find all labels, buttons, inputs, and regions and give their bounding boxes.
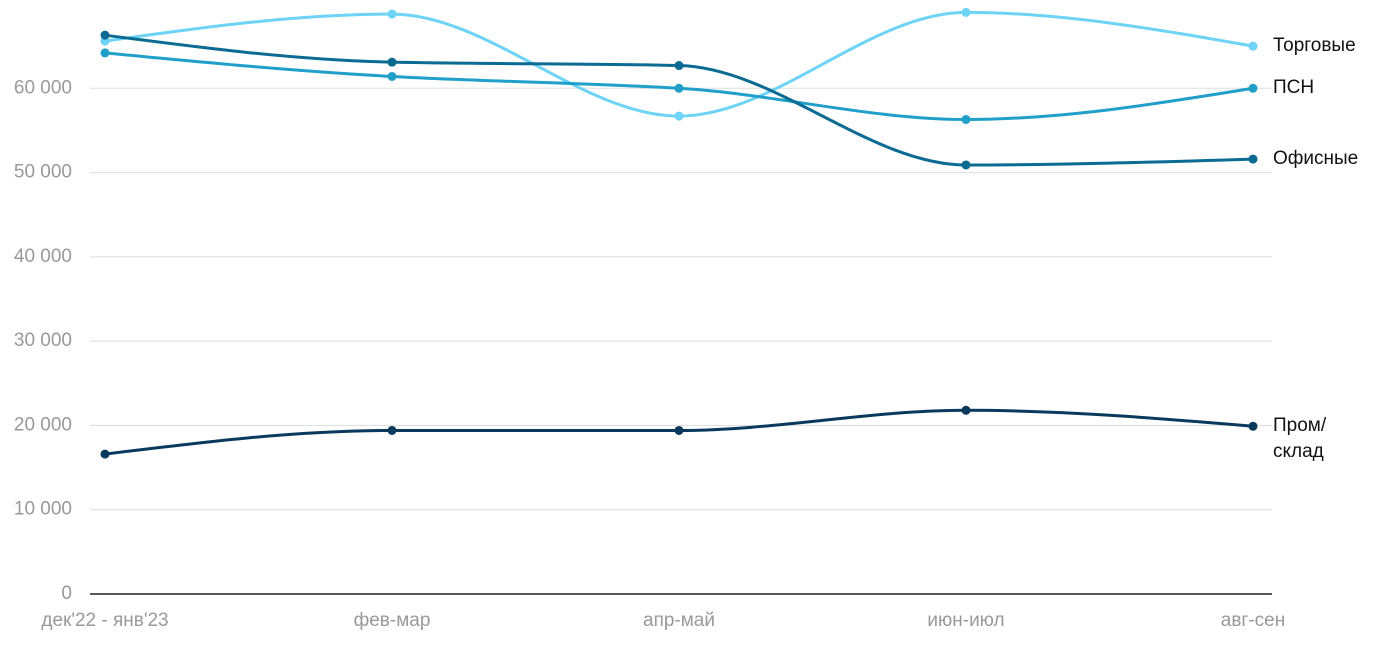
y-tick-label: 10 000 xyxy=(14,499,72,520)
y-tick-label: 50 000 xyxy=(14,162,72,183)
y-tick-label: 30 000 xyxy=(14,330,72,351)
point xyxy=(674,425,684,435)
series-label: ПСН xyxy=(1273,77,1315,99)
series-label: Офисные xyxy=(1273,148,1359,170)
point xyxy=(961,405,971,415)
series-label: Пром/склад xyxy=(1273,415,1327,463)
point xyxy=(100,449,110,459)
x-tick-label: авг-сен xyxy=(1221,610,1285,631)
point xyxy=(674,83,684,93)
point xyxy=(387,57,397,67)
y-tick-label: 0 xyxy=(61,583,72,604)
point xyxy=(387,9,397,19)
x-tick-label: дек'22 - янв'23 xyxy=(41,610,168,631)
point xyxy=(961,160,971,170)
x-tick-label: апр-май xyxy=(643,610,715,631)
point xyxy=(387,425,397,435)
x-tick-label: июн-июл xyxy=(927,610,1004,631)
point xyxy=(961,114,971,124)
point xyxy=(100,30,110,40)
point xyxy=(674,61,684,71)
series-line xyxy=(104,33,1254,167)
y-tick-label: 60 000 xyxy=(14,77,72,98)
point xyxy=(1248,41,1258,51)
point xyxy=(674,111,684,121)
point xyxy=(1248,154,1258,164)
x-tick-label: фев-мар xyxy=(354,610,431,631)
point xyxy=(961,7,971,17)
point xyxy=(1248,83,1258,93)
y-tick-label: 40 000 xyxy=(14,246,72,267)
y-tick-label: 20 000 xyxy=(14,414,72,435)
point xyxy=(1248,421,1258,431)
point xyxy=(387,71,397,81)
series-label: Торговые xyxy=(1273,35,1356,57)
point xyxy=(100,48,110,58)
